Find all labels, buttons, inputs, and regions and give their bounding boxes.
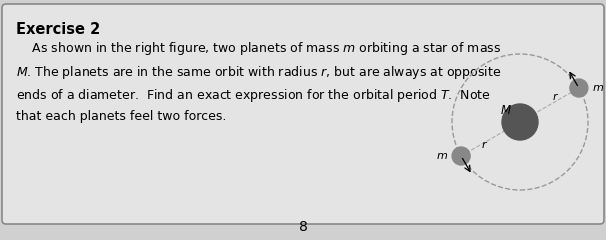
Ellipse shape <box>452 147 470 165</box>
Text: 8: 8 <box>299 220 307 234</box>
Text: As shown in the right figure, two planets of mass $m$ orbiting a star of mass
$M: As shown in the right figure, two planet… <box>16 40 501 123</box>
Text: $m$: $m$ <box>436 151 448 161</box>
Text: $M$: $M$ <box>500 103 512 116</box>
Text: $r$: $r$ <box>552 91 559 102</box>
Ellipse shape <box>570 79 588 97</box>
Text: $r$: $r$ <box>481 139 488 150</box>
FancyBboxPatch shape <box>2 4 604 224</box>
Ellipse shape <box>502 104 538 140</box>
Text: Exercise 2: Exercise 2 <box>16 22 100 37</box>
Text: $m$: $m$ <box>592 83 604 93</box>
